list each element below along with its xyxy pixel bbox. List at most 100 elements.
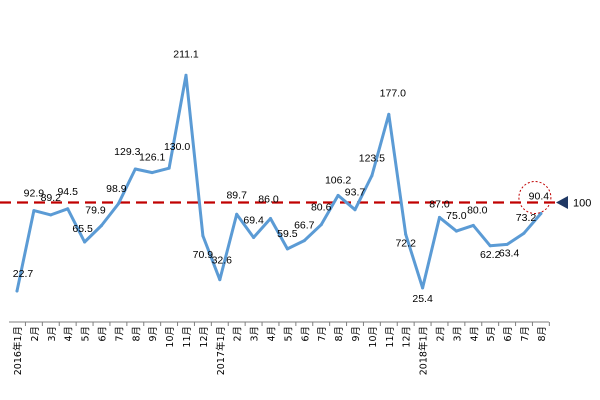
data-label: 130.0 — [164, 141, 190, 153]
reference-arrow — [556, 196, 568, 209]
data-label: 73.2 — [516, 212, 537, 224]
data-point — [387, 112, 391, 116]
data-point — [269, 217, 272, 221]
data-point — [438, 215, 441, 219]
x-tick-label: 6月 — [503, 326, 514, 342]
data-label: 69.4 — [243, 215, 264, 227]
x-tick-label: 9月 — [351, 326, 362, 342]
data-label: 94.5 — [57, 186, 78, 198]
data-label: 63.4 — [499, 247, 520, 259]
data-point — [370, 174, 374, 178]
data-label: 79.9 — [85, 205, 106, 217]
data-point — [150, 171, 154, 175]
data-point — [235, 212, 239, 216]
x-tick-label: 6月 — [300, 326, 311, 342]
x-tick-label: 8月 — [131, 326, 142, 342]
data-point — [319, 223, 323, 227]
data-label: 126.1 — [139, 152, 165, 164]
x-tick-label: 2017年1月 — [215, 326, 227, 375]
data-point — [66, 207, 70, 211]
data-label: 89.2 — [41, 192, 62, 204]
data-label: 87.0 — [429, 198, 450, 210]
x-tick-label: 11月 — [182, 326, 193, 348]
x-tick-label: 2月 — [436, 326, 447, 342]
x-tick-label: 3月 — [250, 326, 261, 342]
x-tick-label: 7月 — [520, 326, 531, 342]
data-point — [15, 289, 19, 293]
data-label: 90.4 — [529, 190, 550, 202]
x-tick-label: 2月 — [233, 326, 244, 342]
data-point — [184, 73, 188, 77]
data-point — [252, 236, 256, 240]
data-point — [421, 286, 425, 290]
x-tick-label: 4月 — [64, 326, 75, 342]
data-label: 59.5 — [277, 228, 298, 240]
reference-line-label: 100 — [573, 198, 591, 210]
data-label: 123.5 — [359, 153, 385, 165]
x-tick-label: 10月 — [165, 326, 176, 348]
data-point — [83, 240, 87, 244]
data-label: 92.9 — [24, 188, 45, 200]
data-point — [404, 232, 408, 236]
data-point — [285, 247, 289, 251]
data-point — [539, 211, 543, 215]
x-tick-label: 8月 — [334, 326, 345, 342]
data-point — [201, 234, 205, 238]
data-label: 75.0 — [446, 210, 467, 222]
x-tick-label: 12月 — [402, 326, 413, 348]
x-tick-label: 2016年1月 — [12, 326, 24, 375]
x-tick-label: 5月 — [283, 326, 294, 342]
data-point — [100, 224, 103, 228]
data-label: 129.3 — [114, 146, 140, 158]
data-label: 22.7 — [13, 268, 34, 280]
data-label: 80.0 — [467, 204, 488, 216]
data-point — [116, 202, 120, 206]
x-tick-label: 4月 — [469, 326, 480, 342]
x-tick-label: 3月 — [47, 326, 58, 342]
data-point — [522, 231, 526, 235]
data-point — [32, 209, 36, 213]
data-label: 98.9 — [106, 183, 127, 195]
data-label: 32.6 — [212, 255, 233, 267]
data-label: 177.0 — [380, 87, 406, 99]
data-label: 86.0 — [258, 194, 279, 206]
data-label: 106.2 — [325, 174, 351, 186]
data-point — [353, 208, 357, 212]
data-label: 211.1 — [173, 48, 199, 60]
data-label: 70.9 — [193, 249, 214, 261]
data-point — [218, 278, 222, 282]
x-tick-label: 7月 — [317, 326, 328, 342]
x-tick-label: 2018年1月 — [418, 326, 430, 375]
data-point — [133, 167, 137, 171]
x-tick-label: 5月 — [81, 326, 92, 342]
data-label: 93.7 — [345, 187, 366, 199]
data-point — [454, 229, 458, 233]
x-tick-label: 9月 — [148, 326, 159, 342]
x-tick-label: 12月 — [199, 326, 210, 348]
x-tick-label: 8月 — [537, 326, 548, 342]
data-label: 65.5 — [72, 223, 93, 235]
data-point — [505, 242, 509, 246]
x-tick-label: 2月 — [30, 326, 41, 342]
data-label: 25.4 — [412, 293, 433, 305]
series-line — [15, 73, 543, 293]
x-tick-label: 5月 — [486, 326, 497, 342]
x-tick-label: 11月 — [385, 326, 396, 348]
x-tick-label: 6月 — [98, 326, 109, 342]
data-point — [302, 239, 306, 243]
x-tick-label: 10月 — [368, 326, 379, 348]
x-tick-label: 3月 — [452, 326, 463, 342]
data-label: 72.2 — [395, 237, 416, 249]
data-point — [471, 223, 475, 227]
data-label: 80.6 — [311, 202, 332, 214]
x-tick-label: 4月 — [267, 326, 278, 342]
data-label: 66.7 — [294, 220, 315, 232]
x-tick-label: 7月 — [114, 326, 125, 342]
data-point — [488, 244, 492, 248]
data-label: 62.2 — [480, 249, 501, 261]
data-point — [49, 213, 53, 217]
data-point — [336, 193, 340, 197]
data-point — [167, 166, 171, 170]
